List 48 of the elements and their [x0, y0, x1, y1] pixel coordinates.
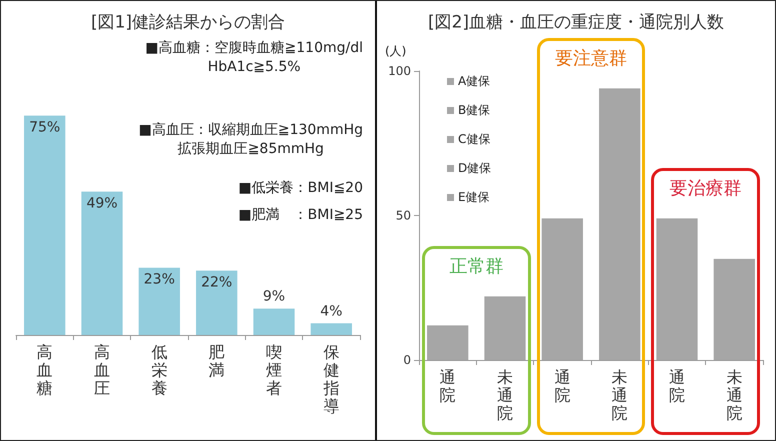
data-label: 49%	[86, 196, 118, 212]
y-axis-title: (人)	[385, 43, 406, 60]
bar	[138, 268, 180, 335]
x-tick-label: 高血圧	[94, 342, 110, 398]
annotation: E健保	[458, 189, 490, 206]
data-label: 4%	[320, 303, 342, 320]
annotation: ■高血圧：収縮期血圧≧130mmHg 拡張期血圧≧85mmHg	[138, 121, 363, 159]
x-tick-label: 喫煙者	[266, 342, 282, 398]
y-tick-label: 100	[388, 64, 411, 78]
bar	[427, 325, 468, 360]
x-tick-label: 低栄養	[151, 342, 168, 398]
annotation: D健保	[458, 160, 492, 177]
x-tick-label: 通院	[554, 368, 570, 404]
bar	[542, 218, 583, 360]
bar	[484, 296, 526, 360]
annotation: 正常群	[448, 255, 504, 278]
annotation: B健保	[458, 102, 490, 119]
x-tick-label: 保健指導	[322, 342, 340, 416]
bar	[81, 192, 123, 335]
annotation: C健保	[458, 131, 490, 148]
y-tick-label: 50	[396, 208, 411, 222]
bar	[253, 308, 295, 335]
data-label: 22%	[201, 274, 232, 291]
bar	[310, 323, 352, 335]
x-tick-label: 高血糖	[36, 342, 53, 398]
x-tick-label: 未通院	[497, 368, 513, 422]
data-label: 9%	[262, 288, 286, 305]
data-label: 75%	[29, 120, 60, 136]
bar	[656, 218, 698, 360]
x-tick-label: 未通院	[612, 368, 628, 422]
y-tick-label: 0	[403, 353, 411, 367]
x-tick-label: 未通院	[726, 368, 742, 422]
x-tick-label: 通院	[669, 368, 685, 404]
bar	[714, 258, 755, 360]
x-tick-label: 通院	[440, 368, 456, 404]
chart-title: [図1]健診結果からの割合	[90, 12, 286, 32]
data-label: 23%	[144, 272, 175, 288]
bar	[24, 116, 66, 335]
annotation: ■低栄養：BMI≦20	[238, 179, 363, 198]
bar	[196, 270, 238, 335]
annotation: 要治療群	[668, 177, 743, 200]
chart-title: [図2]血糖・血圧の重症度・通院別人数	[428, 12, 724, 32]
annotation: ■肥満 ：BMI≧25	[238, 206, 363, 225]
annotation: A健保	[458, 73, 490, 90]
x-tick-label: 肥満	[208, 342, 225, 380]
text: 要注意群	[554, 47, 628, 70]
bar	[599, 88, 640, 360]
text: ■高血糖：空腹時血糖≧110mg/dl HbA1c≧5.5%	[145, 39, 363, 77]
